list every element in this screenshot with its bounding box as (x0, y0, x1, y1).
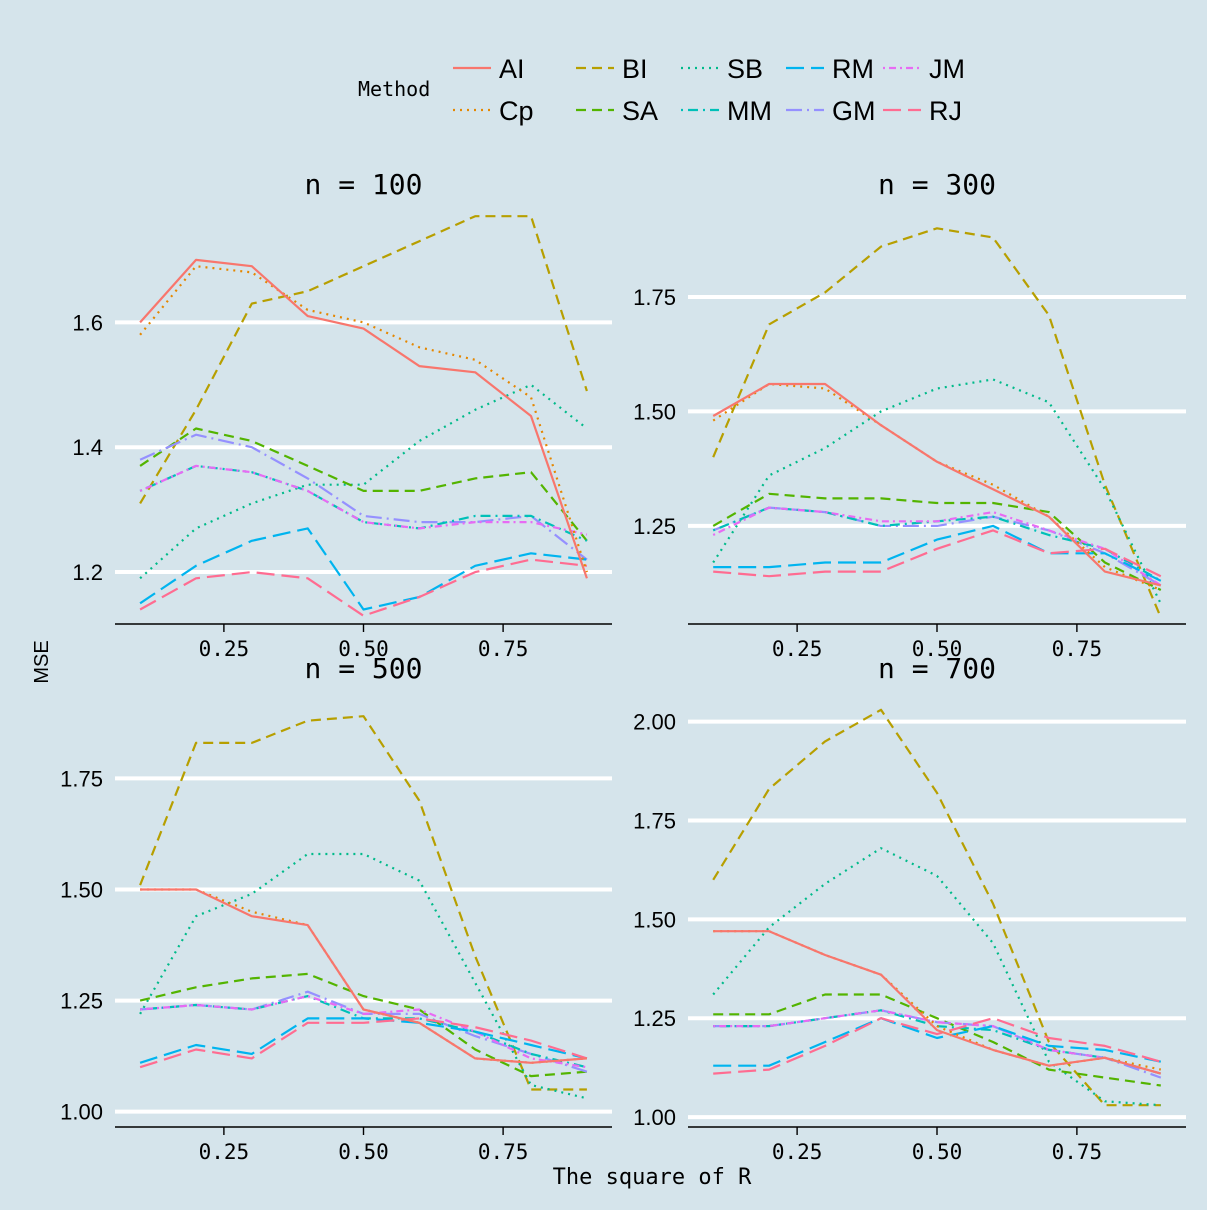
series-line-rm (139, 1017, 588, 1064)
legend-title: Method (358, 77, 430, 101)
x-tick-label: 0.25 (199, 637, 250, 661)
y-tick-label: 1.75 (633, 285, 676, 310)
legend-label-gm: GM (832, 96, 876, 126)
series-line-rj (713, 529, 1162, 578)
legend-label-ai: AI (499, 54, 525, 84)
series-line-sb (712, 847, 1161, 1107)
series-line-gm (712, 506, 1162, 587)
series-line-sa (139, 972, 587, 1078)
x-tick-label: 0.25 (199, 1140, 250, 1164)
x-tick-label: 0.25 (772, 1140, 823, 1164)
x-tick-label: 0.50 (912, 637, 963, 661)
legend-item-cp: Cp (453, 96, 534, 126)
series-line-bi (712, 708, 1161, 1107)
panel-title: n = 100 (304, 168, 422, 201)
series-line-jm (140, 994, 588, 1069)
x-tick-label: 0.75 (1052, 637, 1103, 661)
series-line-gm (713, 1009, 1162, 1079)
legend-label-cp: Cp (499, 96, 534, 126)
y-tick-label: 1.25 (633, 1006, 676, 1031)
series-line-gm (139, 433, 588, 561)
series-line-bi (712, 227, 1162, 618)
series-line-ai (712, 382, 1162, 587)
legend-item-sa: SA (576, 96, 658, 126)
series-line-rj (139, 1017, 588, 1069)
series-line-rm (139, 527, 588, 611)
series-line-ai (139, 258, 588, 579)
series-line-sa (712, 492, 1162, 591)
panel-title: n = 500 (304, 652, 422, 685)
legend-item-bi: BI (576, 54, 648, 84)
legend-label-sb: SB (727, 54, 763, 84)
legend-label-rm: RM (832, 54, 874, 84)
y-tick-label: 1.50 (633, 907, 676, 932)
legend-label-jm: JM (929, 54, 965, 84)
legend-item-gm: GM (786, 96, 876, 126)
series-line-cp (712, 382, 1162, 592)
y-tick-label: 1.25 (633, 514, 676, 539)
panel-n-100: n = 100 1.2 1.4 1.6 0.25 0.50 0.75 (72, 168, 612, 661)
legend-item-sb: SB (681, 54, 763, 84)
legend-item-ai: AI (453, 54, 525, 84)
series-line-rj (713, 1017, 1162, 1075)
y-tick-label: 1.4 (72, 435, 103, 460)
series-line-jm (712, 506, 1162, 587)
panel-n-700: n = 700 1.00 1.25 1.50 1.75 2.00 0.25 0.50 0.75 (633, 652, 1186, 1164)
y-tick-label: 1.00 (60, 1100, 103, 1125)
series-line-ai (713, 930, 1162, 1075)
y-tick-label: 2.00 (633, 710, 676, 735)
facet-panels: n = 100 1.2 1.4 1.6 0.25 0.50 0.75 n = 300 1.25 1… (60, 168, 1186, 1164)
series-line-bi (139, 715, 587, 1091)
legend-item-rj: RJ (883, 96, 962, 126)
series-line-sa (713, 993, 1161, 1087)
series-line-rm (713, 1017, 1162, 1067)
y-axis-title: MSE (31, 640, 53, 683)
y-tick-label: 1.25 (60, 989, 103, 1014)
legend-item-rm: RM (786, 54, 874, 84)
x-tick-label: 0.50 (912, 1140, 963, 1164)
y-tick-label: 1.50 (60, 878, 103, 903)
legend-item-jm: JM (883, 54, 965, 84)
panel-title: n = 300 (878, 168, 996, 201)
x-tick-label: 0.75 (478, 1140, 529, 1164)
legend-label-bi: BI (622, 54, 648, 84)
y-tick-label: 1.00 (633, 1105, 676, 1130)
x-tick-label: 0.75 (1052, 1140, 1103, 1164)
x-tick-label: 0.75 (478, 637, 529, 661)
series-line-jm (713, 1009, 1162, 1075)
x-axis-title: The square of R (553, 1165, 752, 1190)
x-tick-label: 0.25 (772, 637, 823, 661)
legend-label-mm: MM (727, 96, 772, 126)
legend-item-mm: MM (681, 96, 772, 126)
x-tick-label: 0.50 (338, 637, 389, 661)
y-tick-label: 1.2 (72, 560, 103, 585)
series-line-rj (139, 558, 588, 617)
y-tick-label: 1.50 (633, 399, 676, 424)
series-line-sb (139, 852, 588, 1100)
y-tick-label: 1.6 (72, 310, 103, 335)
series-line-ai (140, 888, 587, 1064)
legend: Method AI BI SB RM JM Cp SA MM GM RJ (358, 54, 965, 126)
legend-label-rj: RJ (929, 96, 962, 126)
series-line-sa (139, 427, 588, 542)
panel-n-300: n = 300 1.25 1.50 1.75 0.25 0.50 0.75 (633, 168, 1186, 661)
legend-label-sa: SA (622, 96, 658, 126)
series-line-bi (139, 215, 588, 504)
panel-title: n = 700 (878, 652, 996, 685)
series-line-jm (139, 464, 588, 536)
x-tick-label: 0.50 (338, 1140, 389, 1164)
panel-n-500: n = 500 1.00 1.25 1.50 1.75 0.25 0.50 0.75 (60, 652, 612, 1164)
y-tick-label: 1.75 (60, 766, 103, 791)
y-tick-label: 1.75 (633, 809, 676, 834)
series-line-cp (713, 930, 1162, 1071)
